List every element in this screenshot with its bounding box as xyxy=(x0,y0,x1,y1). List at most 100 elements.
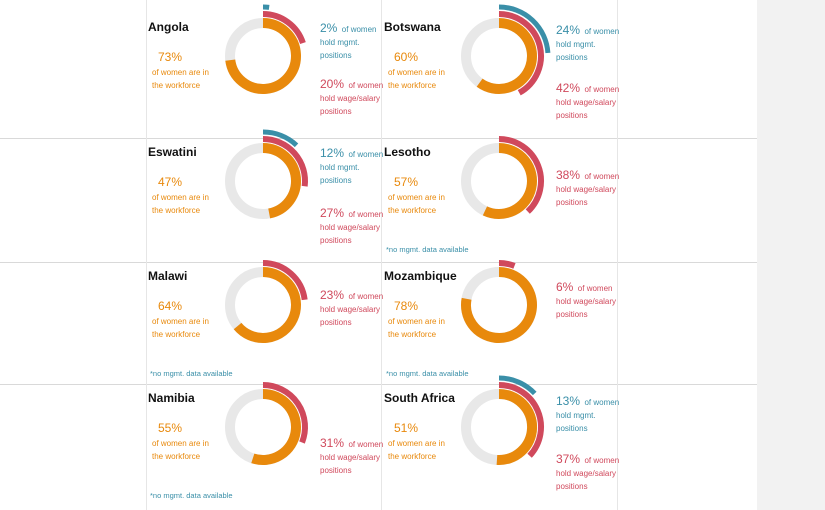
country-title: Eswatini xyxy=(148,145,197,159)
wage-salary-arc xyxy=(498,11,544,96)
wage-salary-arc xyxy=(498,136,544,214)
wage-pct: 38% xyxy=(556,168,581,182)
mgmt-stat: 12% of women hold mgmt. positions xyxy=(320,147,390,186)
wage-salary-stat: 37% of women hold wage/salary positions xyxy=(556,453,626,492)
mgmt-stat: 13% of women hold mgmt. positions xyxy=(556,395,626,434)
wage-pct: 6% xyxy=(556,280,574,294)
country-panel-mozambique: Mozambique 78% of women are in the workfor… xyxy=(384,260,622,385)
country-panel-south-africa: South Africa 51% of women are in the workf… xyxy=(384,375,622,507)
mgmt-pct: 2% xyxy=(320,21,338,35)
workforce-arc xyxy=(251,389,302,465)
mgmt-stat: 2% of women hold mgmt. positions xyxy=(320,22,390,61)
country-title: Botswana xyxy=(384,20,441,34)
mgmt-pct: 13% xyxy=(556,394,581,408)
donut-chart-grid xyxy=(0,0,757,510)
mgmt-stat: 24% of women hold mgmt. positions xyxy=(556,24,626,63)
row-divider xyxy=(0,262,757,263)
country-panel-angola: Angola 73% of women are in the workforce 2%… xyxy=(148,4,386,136)
mgmt-pct: 12% xyxy=(320,146,345,160)
no-mgmt-data-note: *no mgmt. data available xyxy=(150,491,233,500)
right-margin-strip xyxy=(757,0,825,510)
donut-chart xyxy=(225,382,308,465)
country-title: Namibia xyxy=(148,391,195,405)
wage-salary-arc xyxy=(498,382,544,458)
wage-pct: 31% xyxy=(320,436,345,450)
wage-pct: 20% xyxy=(320,77,345,91)
workforce-arc xyxy=(233,267,301,343)
country-panel-lesotho: Lesotho 57% of women are in the workforce 3… xyxy=(384,136,622,261)
workforce-arc xyxy=(482,143,537,219)
mgmt-label: of women hold mgmt. positions xyxy=(320,25,377,60)
column-divider xyxy=(617,0,618,510)
wage-label: of women hold wage/salary positions xyxy=(556,85,620,120)
mgmt-label: of women hold mgmt. positions xyxy=(556,27,620,62)
workforce-pct: 73% xyxy=(158,50,183,64)
country-title: Angola xyxy=(148,20,189,34)
wage-salary-arc xyxy=(262,136,308,187)
no-mgmt-data-note: *no mgmt. data available xyxy=(386,245,469,254)
wage-label: of women hold wage/salary positions xyxy=(320,440,384,475)
workforce-stat: 47% of women are in the workforce xyxy=(152,175,212,216)
workforce-pct: 51% xyxy=(394,421,419,435)
donut-chart xyxy=(225,129,308,219)
column-divider xyxy=(381,0,382,510)
workforce-stat: 78% of women are in the workforce xyxy=(388,299,448,340)
row-divider xyxy=(0,384,757,385)
country-panel-botswana: Botswana 60% of women are in the workforce… xyxy=(384,4,622,136)
wage-salary-stat: 27% of women hold wage/salary positions xyxy=(320,207,390,246)
workforce-pct: 78% xyxy=(394,299,419,313)
wage-salary-arc xyxy=(262,11,306,45)
wage-pct: 27% xyxy=(320,206,345,220)
mgmt-arc xyxy=(262,129,299,148)
workforce-label: of women are in the workforce xyxy=(152,68,209,90)
donut-chart xyxy=(461,260,537,343)
wage-label: of women hold wage/salary positions xyxy=(556,456,620,491)
donut-chart xyxy=(461,375,544,465)
country-title: South Africa xyxy=(384,391,455,405)
mgmt-pct: 24% xyxy=(556,23,581,37)
wage-pct: 42% xyxy=(556,81,581,95)
workforce-label: of women are in the workforce xyxy=(388,317,445,339)
workforce-arc xyxy=(461,267,537,343)
wage-salary-arc xyxy=(498,260,516,269)
wage-salary-stat: 20% of women hold wage/salary positions xyxy=(320,78,390,117)
wage-label: of women hold wage/salary positions xyxy=(556,284,617,319)
wage-salary-arc xyxy=(262,382,308,444)
country-title: Malawi xyxy=(148,269,188,283)
workforce-arc xyxy=(262,143,302,219)
workforce-stat: 55% of women are in the workforce xyxy=(152,421,212,462)
wage-label: of women hold wage/salary positions xyxy=(320,210,384,245)
wage-salary-stat: 23% of women hold wage/salary positions xyxy=(320,289,390,328)
wage-pct: 37% xyxy=(556,452,581,466)
country-panel-namibia: Namibia 55% of women are in the workforce 3… xyxy=(148,382,386,507)
workforce-arc xyxy=(476,18,537,94)
workforce-arc xyxy=(496,388,538,465)
row-divider xyxy=(0,138,757,139)
workforce-pct: 64% xyxy=(158,299,183,313)
workforce-stat: 60% of women are in the workforce xyxy=(388,50,448,91)
workforce-label: of women are in the workforce xyxy=(388,439,445,461)
workforce-pct: 55% xyxy=(158,421,183,435)
workforce-stat: 64% of women are in the workforce xyxy=(152,299,212,340)
country-panel-malawi: Malawi 64% of women are in the workforce 23… xyxy=(148,260,386,385)
wage-salary-stat: 31% of women hold wage/salary positions xyxy=(320,437,390,476)
wage-pct: 23% xyxy=(320,288,345,302)
mgmt-label: of women hold mgmt. positions xyxy=(320,150,384,185)
workforce-arc xyxy=(225,18,301,94)
donut-chart xyxy=(225,4,306,94)
mgmt-arc xyxy=(498,375,537,396)
country-title: Lesotho xyxy=(384,145,431,159)
country-title: Mozambique xyxy=(384,269,457,283)
wage-salary-stat: 42% of women hold wage/salary positions xyxy=(556,82,626,121)
wage-label: of women hold wage/salary positions xyxy=(320,292,384,327)
workforce-label: of women are in the workforce xyxy=(388,68,445,90)
no-mgmt-data-note: *no mgmt. data available xyxy=(386,369,469,378)
column-divider xyxy=(146,0,147,510)
mgmt-arc xyxy=(498,4,551,54)
donut-chart xyxy=(225,260,308,343)
mgmt-label: of women hold mgmt. positions xyxy=(556,398,620,433)
donut-chart xyxy=(461,4,551,96)
workforce-pct: 60% xyxy=(394,50,419,64)
workforce-pct: 47% xyxy=(158,175,183,189)
country-panel-eswatini: Eswatini 47% of women are in the workforce… xyxy=(148,129,386,261)
